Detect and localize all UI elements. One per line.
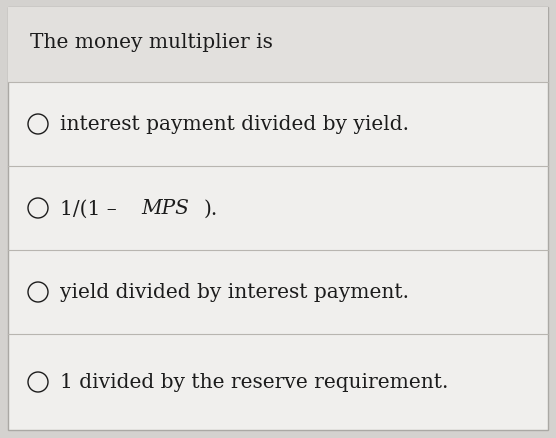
Text: ).: ). — [203, 199, 217, 218]
Text: The money multiplier is: The money multiplier is — [30, 32, 273, 51]
FancyBboxPatch shape — [8, 8, 548, 83]
FancyBboxPatch shape — [8, 8, 548, 430]
Text: 1 divided by the reserve requirement.: 1 divided by the reserve requirement. — [60, 373, 448, 392]
Text: MPS: MPS — [141, 199, 190, 218]
Text: interest payment divided by yield.: interest payment divided by yield. — [60, 115, 409, 134]
Text: yield divided by interest payment.: yield divided by interest payment. — [60, 283, 409, 302]
Text: 1/(1 –: 1/(1 – — [60, 199, 123, 218]
